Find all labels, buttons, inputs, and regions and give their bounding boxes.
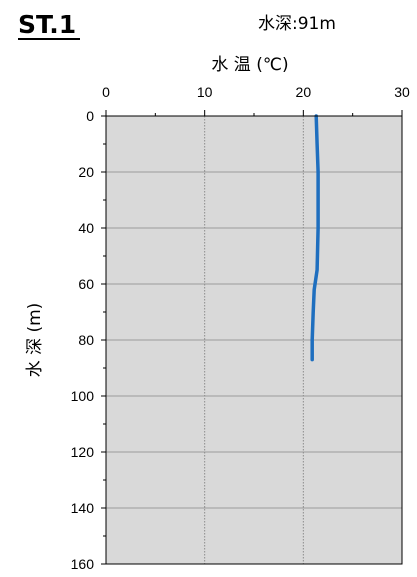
plot-area — [105, 114, 403, 565]
y-tick-label: 160 — [71, 556, 95, 572]
x-tick-label: 0 — [102, 84, 110, 100]
y-axis-ticks: 0 20 40 60 80 100 120 140 160 — [71, 108, 106, 572]
y-tick-label: 80 — [78, 332, 94, 348]
series-layer — [310, 114, 320, 362]
x-axis-ticks: 0 10 20 30 — [102, 84, 410, 116]
temperature-profile-line — [310, 114, 320, 362]
gridlines — [106, 116, 402, 564]
y-tick-label: 140 — [71, 500, 95, 516]
x-tick-label: 30 — [394, 84, 410, 100]
y-tick-label: 40 — [78, 220, 94, 236]
y-tick-label: 60 — [78, 276, 94, 292]
y-tick-label: 20 — [78, 164, 94, 180]
station-title: ST.1 — [18, 10, 76, 39]
x-tick-label: 10 — [197, 84, 213, 100]
y-tick-label: 0 — [86, 108, 94, 124]
y-tick-label: 100 — [71, 388, 95, 404]
water-depth-label: 水深:91m — [258, 14, 336, 34]
x-tick-label: 20 — [296, 84, 312, 100]
y-axis-title: 水 深 (m) — [25, 303, 45, 378]
x-axis-title: 水 温 (℃) — [211, 55, 288, 75]
y-tick-label: 120 — [71, 444, 95, 460]
